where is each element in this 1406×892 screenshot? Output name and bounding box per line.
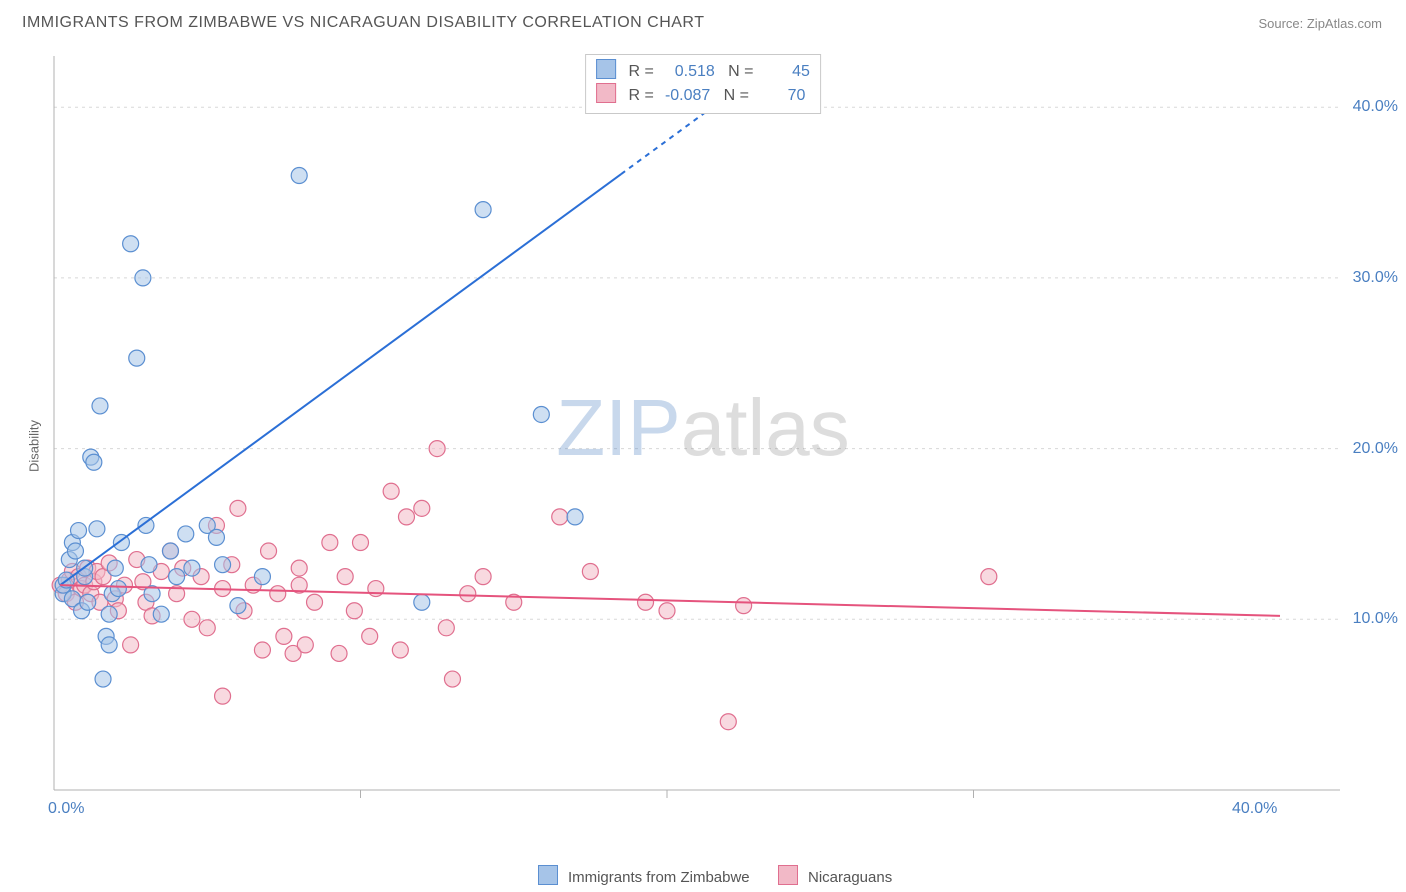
stats-row-nicaraguans: R = -0.087 N = 70 bbox=[596, 83, 810, 107]
y-tick-label: 20.0% bbox=[1338, 440, 1398, 458]
square-icon bbox=[778, 865, 798, 885]
n-value: 45 bbox=[758, 61, 810, 83]
stats-row-zimbabwe: R = 0.518 N = 45 bbox=[596, 59, 810, 83]
legend-label-nicaraguans: Nicaraguans bbox=[808, 869, 892, 886]
legend-label-zimbabwe: Immigrants from Zimbabwe bbox=[568, 869, 750, 886]
square-icon bbox=[596, 83, 616, 103]
y-axis-label: Disability bbox=[27, 420, 42, 472]
scatter-plot bbox=[50, 50, 1340, 820]
square-icon bbox=[596, 59, 616, 79]
square-icon bbox=[538, 865, 558, 885]
x-axis-legend: Immigrants from Zimbabwe Nicaraguans bbox=[0, 865, 1406, 886]
x-tick-label: 40.0% bbox=[1232, 800, 1277, 818]
chart-title: IMMIGRANTS FROM ZIMBABWE VS NICARAGUAN D… bbox=[22, 14, 704, 32]
correlation-stats-box: R = 0.518 N = 45 R = -0.087 N = 70 bbox=[585, 54, 821, 114]
y-tick-label: 30.0% bbox=[1338, 269, 1398, 287]
y-tick-label: 40.0% bbox=[1338, 98, 1398, 116]
y-tick-label: 10.0% bbox=[1338, 610, 1398, 628]
r-value: 0.518 bbox=[663, 61, 715, 83]
x-tick-label: 0.0% bbox=[48, 800, 84, 818]
n-value: 70 bbox=[753, 85, 805, 107]
r-value: -0.087 bbox=[658, 85, 710, 107]
source-attribution: Source: ZipAtlas.com bbox=[1258, 16, 1382, 31]
